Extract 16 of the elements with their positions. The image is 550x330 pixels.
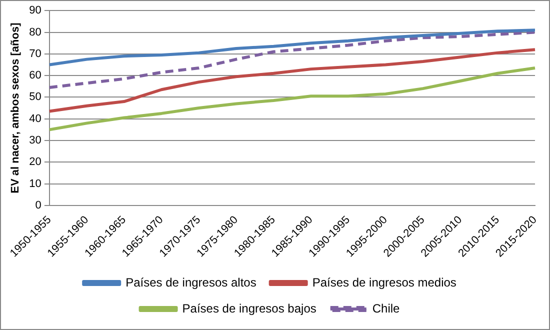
line-series bbox=[48, 30, 536, 89]
y-tick-label: 50 bbox=[29, 91, 42, 104]
y-tick-label: 10 bbox=[29, 178, 42, 190]
y-tick-label: 80 bbox=[29, 26, 42, 38]
y-tick-label: 30 bbox=[29, 134, 42, 147]
legend-label: Países de ingresos altos bbox=[126, 275, 256, 290]
legend-label: Países de ingresos medios bbox=[312, 275, 456, 290]
y-tick-label: 40 bbox=[29, 112, 42, 125]
legend-label: Países de ingresos bajos bbox=[182, 301, 316, 316]
y-tick-label: 70 bbox=[29, 48, 42, 60]
y-tick-label: 20 bbox=[29, 156, 42, 168]
y-axis-title: EV al nacer, ambos sexos [años] bbox=[10, 22, 22, 194]
y-tick-label: 90 bbox=[29, 4, 42, 17]
y-tick-label: 0 bbox=[35, 200, 42, 212]
legend-label: Chile bbox=[372, 301, 400, 316]
y-tick-label: 60 bbox=[29, 70, 42, 82]
